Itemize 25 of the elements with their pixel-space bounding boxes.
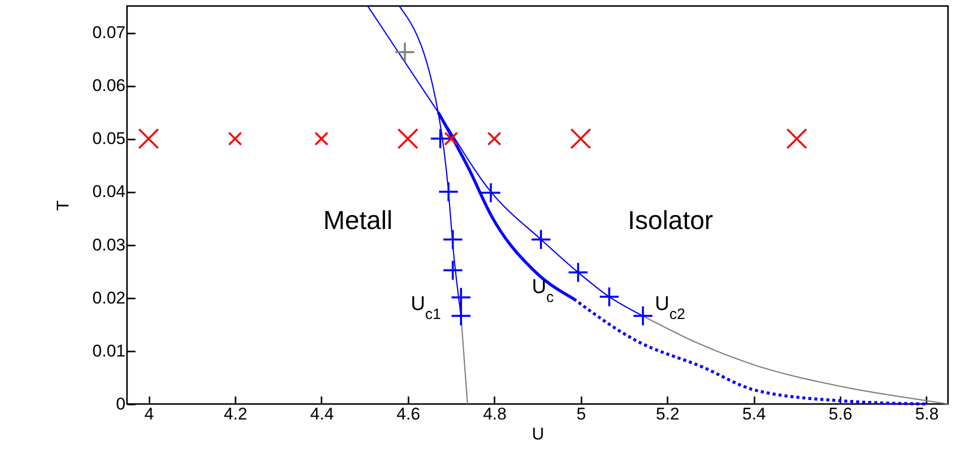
y-tick-label: 0 (116, 394, 126, 414)
x-axis-title: U (532, 424, 544, 444)
x-tick-label: 4.8 (482, 404, 507, 424)
x-tick-label: 5.4 (742, 404, 766, 424)
series-label: U$_{c2}$ (654, 292, 686, 322)
y-tick-label: 0.07 (92, 23, 126, 42)
annotation: Metall (323, 204, 393, 235)
x-tick-label: 4 (144, 404, 154, 424)
y-tick-label: 0.01 (92, 341, 126, 360)
y-tick-label: 0.02 (92, 288, 126, 308)
x-tick-label: 5.2 (656, 404, 680, 424)
x-tick-label: 5.8 (915, 404, 939, 424)
x-tick-label: 4.6 (396, 404, 420, 424)
y-tick-label: 0.05 (92, 129, 126, 148)
y-tick-label: 0.04 (92, 182, 126, 202)
x-tick-label: 5 (576, 404, 586, 424)
y-axis-title: T (53, 200, 72, 211)
x-tick-label: 4.4 (310, 404, 334, 424)
y-tick-label: 0.03 (92, 235, 126, 254)
series-label: U$_{c}$ (532, 276, 554, 306)
x-tick-label: 5.6 (828, 404, 852, 424)
series-label: U$_{c1}$ (410, 292, 442, 322)
y-tick-label: 0.06 (92, 76, 126, 96)
annotation: Isolator (628, 204, 714, 235)
x-tick-label: 4.2 (224, 404, 248, 424)
